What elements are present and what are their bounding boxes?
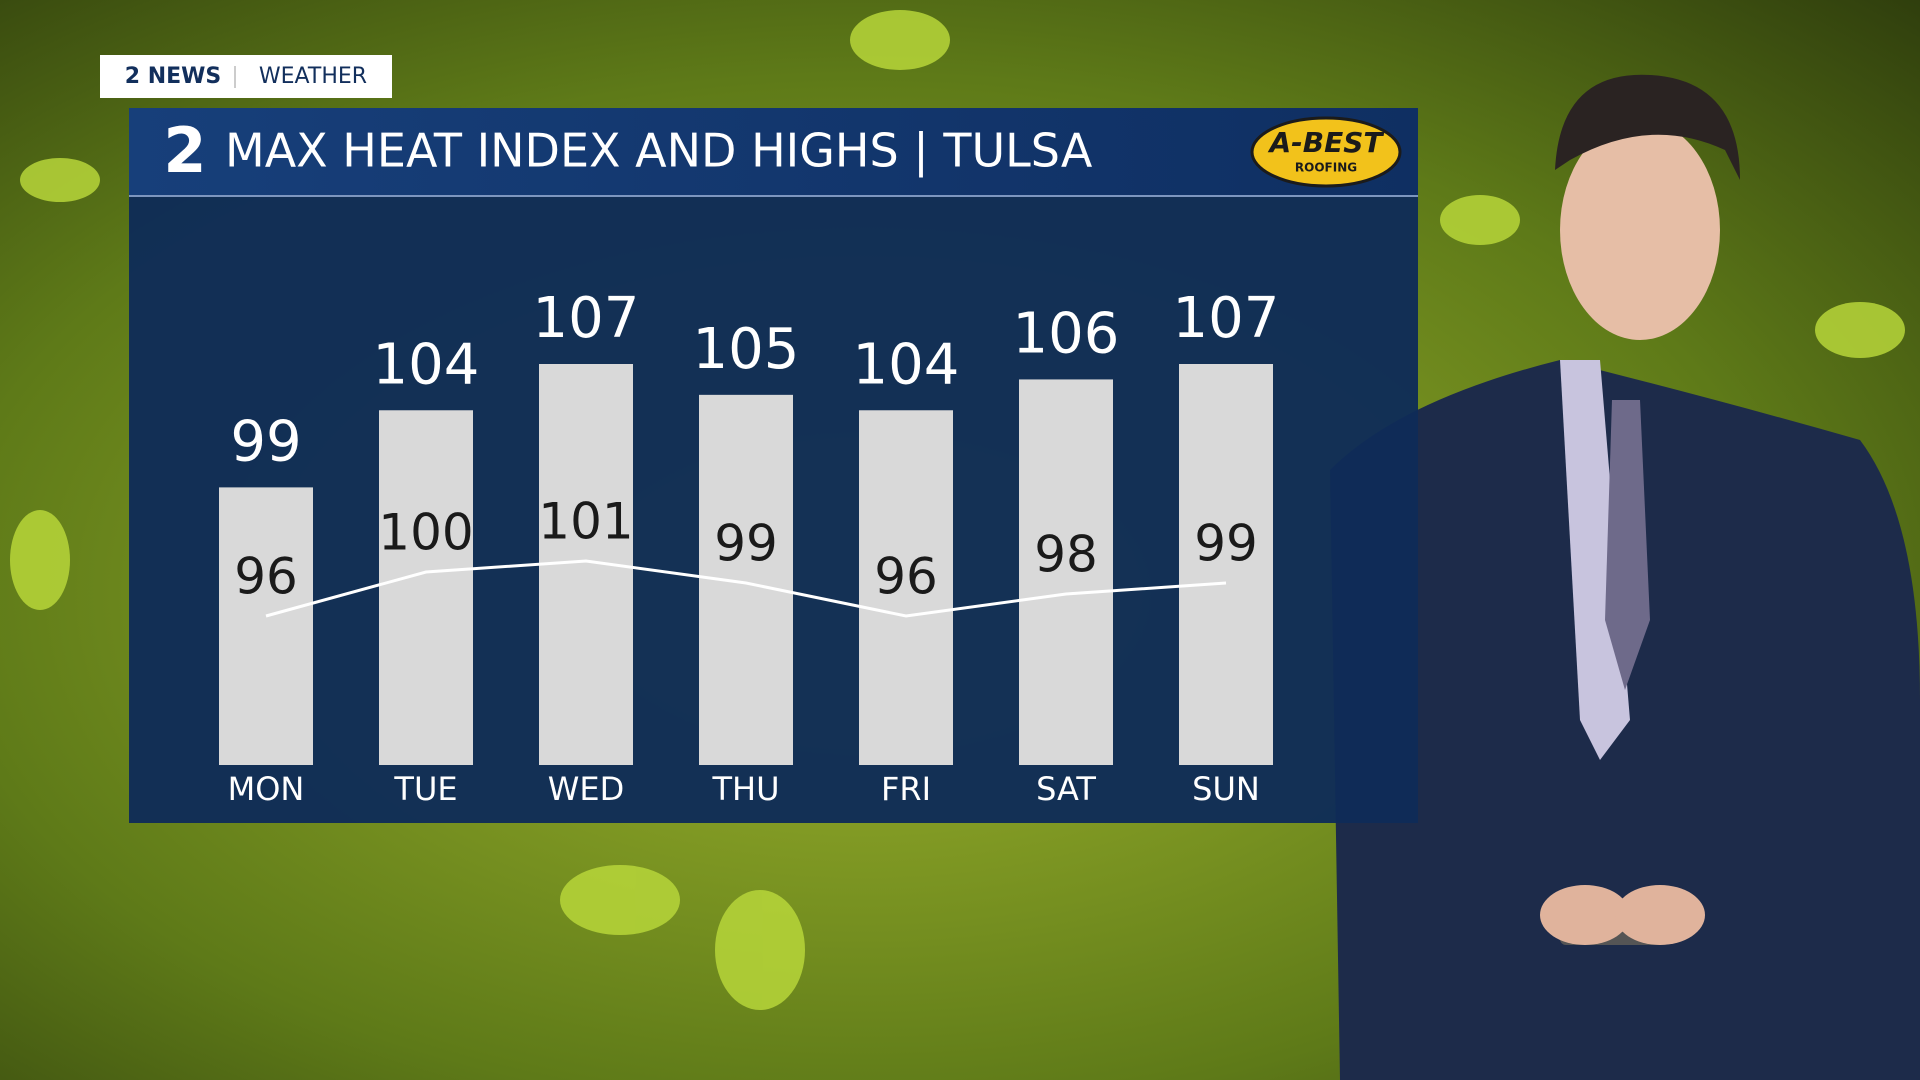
x-tick-label: FRI [881,770,931,808]
bar [859,410,953,765]
bar-value-label: 106 [1013,302,1120,367]
tag-brand: 2 NEWS [125,64,222,89]
x-tick-label: WED [548,770,625,808]
leaves [10,10,1905,1010]
line-value-label: 99 [1194,515,1258,573]
presenter [1330,74,1920,1080]
bar-value-label: 107 [1173,286,1280,351]
bar [1019,379,1113,765]
x-tick-label: TUE [393,770,457,808]
bar-value-label: 107 [533,286,640,351]
chart-title: MAX HEAT INDEX AND HIGHS | TULSA [225,124,1093,179]
station-logo: 2 [163,114,206,187]
line-value-label: 98 [1034,526,1098,584]
line-value-label: 100 [378,504,473,562]
news-tag [100,55,392,98]
x-tick-label: SAT [1036,770,1096,808]
plot: MON TUE WED THU FRI SAT SUN 99 104 107 105 104 106 10… [219,286,1279,808]
tag-section: WEATHER [259,64,367,89]
chart-header [129,108,1418,196]
sponsor-sub: ROOFING [1295,161,1357,175]
sponsor-badge [1250,116,1402,188]
line [265,559,1227,618]
x-tick-label: MON [228,770,305,808]
line-value-label: 96 [234,548,298,606]
line-value-label: 101 [538,493,633,551]
x-tick-label: SUN [1192,770,1260,808]
sponsor-name: A-BEST [1267,126,1384,159]
bar [1179,364,1273,765]
bar-value-label: 104 [373,332,480,397]
bar-value-label: 105 [693,317,800,382]
x-tick-label: THU [711,770,779,808]
bar [219,487,313,765]
bar [379,410,473,765]
line-value-label: 99 [714,515,778,573]
bar-value-label: 99 [230,410,301,475]
line-value-label: 96 [874,548,938,606]
bar-value-label: 104 [853,332,960,397]
